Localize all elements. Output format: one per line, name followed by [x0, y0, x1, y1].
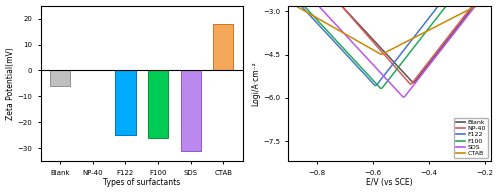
SDS: [376, 69, 382, 72]
CTAB: [378, 53, 384, 55]
F100: [378, 87, 384, 90]
Line: F122: F122: [283, 0, 491, 85]
Blank: [381, 50, 387, 53]
Bar: [180, 70, 201, 151]
NP-40: [444, 38, 450, 40]
X-axis label: E/V (vs SCE): E/V (vs SCE): [366, 179, 413, 187]
Line: F100: F100: [283, 0, 491, 88]
Bar: [148, 70, 168, 138]
Bar: [50, 70, 70, 86]
F122: [372, 84, 378, 87]
F122: [381, 74, 387, 77]
F122: [376, 81, 382, 84]
Y-axis label: Zeta Potential(mV): Zeta Potential(mV): [6, 47, 15, 120]
F100: [444, 4, 450, 6]
Blank: [444, 40, 450, 42]
Bar: [213, 24, 234, 70]
SDS: [444, 41, 450, 44]
SDS: [400, 96, 406, 98]
Y-axis label: Logi/A·cm⁻²: Logi/A·cm⁻²: [251, 61, 260, 106]
F100: [376, 85, 382, 87]
Line: NP-40: NP-40: [283, 0, 491, 84]
Blank: [376, 44, 382, 47]
Line: Blank: Blank: [283, 0, 491, 83]
Blank: [410, 81, 416, 84]
NP-40: [376, 47, 382, 49]
CTAB: [381, 52, 387, 54]
Legend: Blank, NP-40, F122, F100, SDS, CTAB: Blank, NP-40, F122, F100, SDS, CTAB: [454, 118, 488, 158]
CTAB: [482, 0, 488, 3]
NP-40: [381, 53, 387, 56]
Bar: [116, 70, 136, 135]
X-axis label: Types of surfactants: Types of surfactants: [103, 179, 180, 187]
CTAB: [376, 52, 382, 54]
Line: CTAB: CTAB: [283, 0, 491, 54]
CTAB: [482, 0, 488, 3]
NP-40: [408, 83, 414, 85]
SDS: [381, 75, 387, 78]
CTAB: [444, 20, 450, 22]
CTAB: [290, 3, 296, 6]
F100: [381, 84, 387, 87]
Line: SDS: SDS: [283, 0, 491, 97]
